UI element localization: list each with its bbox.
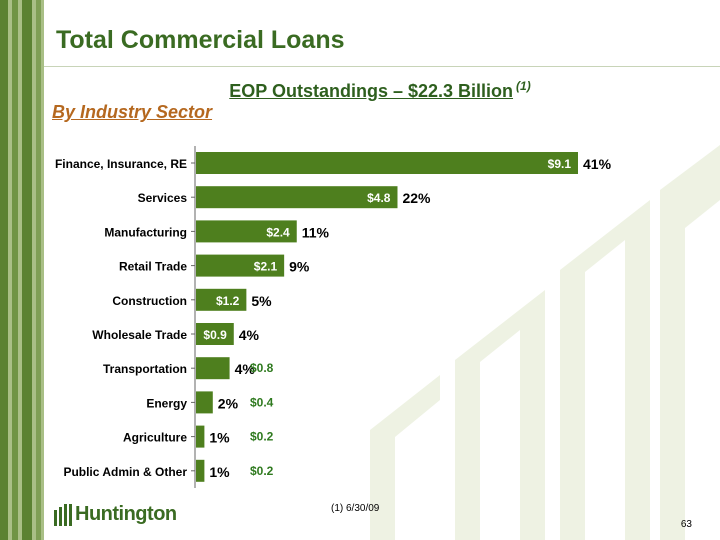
percent-label: 1% — [209, 464, 230, 480]
category-label: Finance, Insurance, RE — [55, 157, 187, 171]
percent-label: 22% — [402, 190, 431, 206]
logo-mark-icon — [54, 503, 72, 526]
bar — [196, 391, 213, 414]
percent-label: 2% — [218, 395, 239, 411]
value-label: $2.4 — [266, 225, 290, 239]
sector-label: By Industry Sector — [52, 102, 213, 122]
percent-label: 11% — [302, 224, 330, 240]
category-label: Services — [138, 191, 188, 205]
category-label: Transportation — [103, 362, 187, 376]
category-label: Wholesale Trade — [92, 328, 187, 342]
percent-label: 9% — [289, 259, 310, 275]
chart-subtitle: EOP Outstandings – $22.3 Billion (1) — [0, 79, 720, 102]
value-label: $2.1 — [254, 260, 278, 274]
category-label: Agriculture — [123, 431, 187, 445]
category-label: Manufacturing — [104, 225, 187, 239]
huntington-logo: Huntington — [54, 503, 177, 526]
value-label: $0.9 — [203, 328, 227, 342]
bar — [196, 152, 578, 174]
value-label: $4.8 — [367, 191, 391, 205]
value-label: $0.2 — [250, 430, 274, 444]
subtitle-text: EOP Outstandings – $22.3 Billion — [229, 81, 514, 101]
percent-label: 5% — [251, 293, 272, 309]
percent-label: 4% — [239, 327, 260, 343]
value-label: $1.2 — [216, 294, 240, 308]
bar — [196, 220, 297, 243]
subtitle-footnote-marker: (1) — [516, 79, 531, 93]
footnote: (1) 6/30/09 — [331, 503, 380, 514]
bar — [196, 323, 234, 345]
category-label: Public Admin & Other — [63, 465, 187, 479]
bar — [196, 254, 285, 277]
value-label: $9.1 — [548, 157, 572, 171]
title-divider — [44, 66, 720, 67]
category-label: Construction — [112, 294, 187, 308]
bar — [196, 459, 205, 482]
category-label: Retail Trade — [119, 260, 187, 274]
bar — [196, 425, 205, 448]
left-stripe-decoration — [0, 0, 44, 540]
page-number: 63 — [680, 519, 692, 530]
value-label: $0.2 — [250, 464, 274, 478]
percent-label: 41% — [583, 156, 612, 172]
bar — [196, 186, 398, 209]
bar — [196, 357, 230, 380]
percent-label: 1% — [209, 430, 230, 446]
value-label: $0.4 — [250, 395, 274, 409]
value-label: $0.8 — [250, 361, 274, 375]
page-title: Total Commercial Loans — [56, 26, 345, 54]
category-label: Energy — [146, 396, 187, 410]
bar — [196, 288, 247, 311]
percent-label: 4% — [235, 361, 256, 377]
logo-text: Huntington — [75, 503, 177, 525]
